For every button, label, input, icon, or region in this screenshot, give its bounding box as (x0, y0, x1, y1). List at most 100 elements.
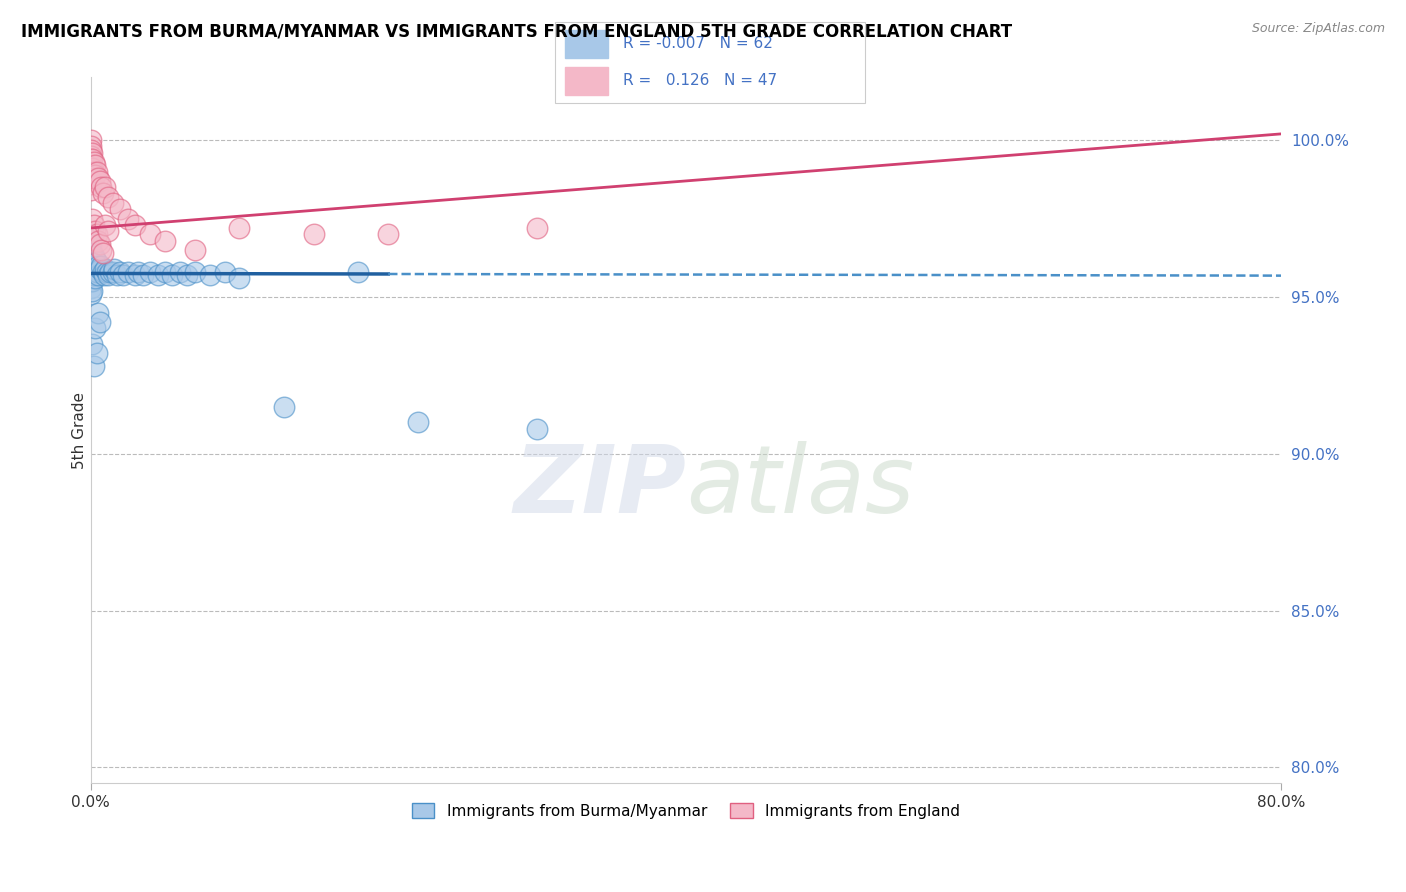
Point (377, 227, 399, 242)
Text: atlas: atlas (686, 442, 914, 533)
Point (97, 189, 120, 203)
Point (83, 218, 105, 232)
Point (273, 400, 295, 414)
Point (83, 249, 105, 263)
Point (139, 265, 162, 279)
Point (176, 268, 198, 282)
Point (105, 268, 128, 282)
Point (91, 246, 114, 260)
Point (84, 158, 107, 172)
Point (84, 321, 107, 335)
Point (90, 259, 112, 273)
Point (96, 265, 118, 279)
Point (228, 271, 250, 285)
Point (90, 180, 112, 194)
Point (84, 271, 107, 285)
Point (79, 243, 101, 257)
Point (83, 155, 105, 169)
Point (79, 164, 101, 178)
Point (79, 286, 101, 301)
Bar (565, 67, 607, 95)
Point (79, 149, 101, 163)
Point (86, 164, 108, 178)
Point (131, 268, 153, 282)
Point (526, 221, 548, 235)
Point (82, 274, 104, 288)
Point (124, 218, 146, 232)
Point (406, 416, 429, 430)
Point (87, 259, 110, 273)
Point (139, 227, 162, 242)
Point (98, 265, 121, 279)
Text: R =   0.126   N = 47: R = 0.126 N = 47 (623, 73, 778, 88)
Point (83, 268, 105, 282)
Point (214, 265, 236, 279)
Point (101, 265, 124, 279)
Point (124, 268, 146, 282)
Point (79, 236, 101, 251)
Point (82, 284, 104, 298)
Point (83, 164, 105, 178)
Legend: Immigrants from Burma/Myanmar, Immigrants from England: Immigrants from Burma/Myanmar, Immigrant… (405, 797, 966, 825)
Point (526, 422, 548, 436)
Point (79, 252, 101, 267)
Point (89, 261, 111, 276)
Point (79, 227, 101, 242)
Point (97, 268, 120, 282)
Point (89, 174, 111, 188)
Point (82, 265, 104, 279)
Text: IMMIGRANTS FROM BURMA/MYANMAR VS IMMIGRANTS FROM ENGLAND 5TH GRADE CORRELATION C: IMMIGRANTS FROM BURMA/MYANMAR VS IMMIGRA… (21, 22, 1012, 40)
Point (82, 255, 104, 269)
Point (79, 274, 101, 288)
Point (86, 265, 108, 279)
Point (110, 265, 132, 279)
Point (83, 359, 105, 373)
Point (79, 234, 101, 248)
Point (94, 180, 117, 194)
Point (117, 211, 139, 226)
Point (87, 305, 110, 319)
Point (93, 268, 115, 282)
Point (97, 224, 120, 238)
Point (82, 211, 104, 226)
Point (79, 143, 101, 157)
Point (79, 177, 101, 191)
Point (89, 315, 111, 329)
Point (347, 265, 370, 279)
Y-axis label: 5th Grade: 5th Grade (72, 392, 87, 468)
Point (94, 218, 117, 232)
Point (153, 265, 176, 279)
Point (302, 227, 325, 242)
Point (84, 252, 107, 267)
Point (84, 261, 107, 276)
Point (82, 152, 104, 166)
Point (79, 152, 101, 166)
Point (87, 170, 110, 185)
Point (86, 255, 108, 269)
Point (153, 234, 176, 248)
Point (79, 280, 101, 294)
Point (79, 133, 101, 147)
Point (83, 170, 105, 185)
Point (103, 261, 125, 276)
Point (79, 139, 101, 153)
Bar (565, 30, 607, 58)
Point (169, 265, 191, 279)
Point (127, 265, 149, 279)
Point (91, 186, 114, 201)
Point (82, 246, 104, 260)
Point (184, 265, 207, 279)
Point (82, 337, 104, 351)
Point (82, 145, 104, 160)
Point (94, 261, 117, 276)
Point (83, 259, 105, 273)
Point (82, 161, 104, 176)
Text: ZIP: ZIP (513, 441, 686, 533)
Point (79, 158, 101, 172)
Point (91, 265, 114, 279)
Point (89, 236, 111, 251)
Point (110, 202, 132, 216)
Point (79, 265, 101, 279)
Point (101, 195, 124, 210)
Point (84, 224, 107, 238)
